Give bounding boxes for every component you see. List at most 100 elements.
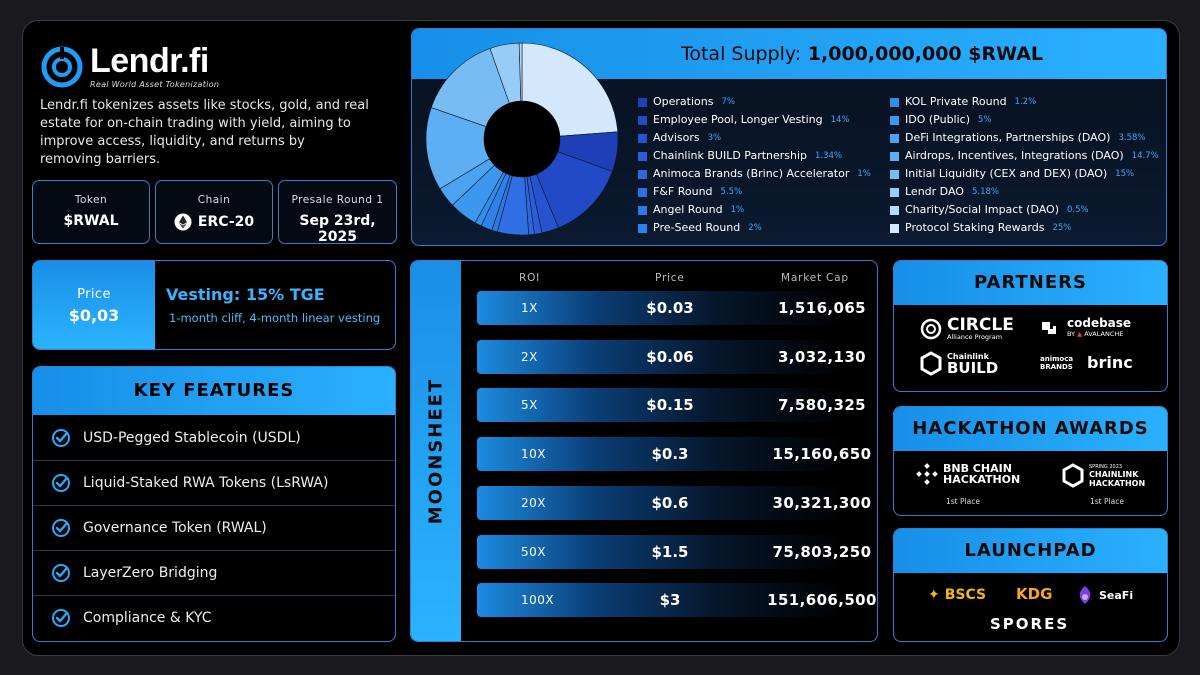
chain-label: Chain: [197, 194, 231, 206]
legend-label: Airdrops, Incentives, Integrations (DAO): [905, 149, 1124, 162]
chainlink-hackathon-logo: SPRING 2023 CHAINLINK HACKATHON: [1062, 463, 1145, 488]
codebase-by: BY: [1067, 330, 1076, 338]
legend-item: Angel Round 1%: [638, 201, 871, 219]
chainlink-hack-bottom: HACKATHON: [1089, 478, 1146, 488]
supply-label: Total Supply:: [680, 43, 802, 65]
legend-percent: 15%: [1115, 169, 1135, 179]
legend-swatch: [638, 187, 647, 197]
check-badge-icon: [52, 519, 70, 537]
chainlink-place: 1st Place: [1090, 497, 1124, 506]
roi-price: $0.03: [646, 299, 694, 317]
chainlink-build-logo: Chainlink BUILD: [920, 351, 998, 376]
legend-item: KOL Private Round 1.2%: [890, 93, 1159, 111]
roi-price: $1.5: [651, 542, 689, 561]
legend-label: Angel Round: [653, 203, 723, 216]
roi-value: 10X: [521, 447, 546, 462]
legend-item: Charity/Social Impact (DAO) 0.5%: [890, 201, 1159, 219]
supply-panel: Total Supply: 1,000,000,000 $RWAL Operat…: [411, 28, 1167, 246]
brand-description: Lendr.fi tokenizes assets like stocks, g…: [40, 98, 369, 167]
brinc-name: brinc: [1087, 353, 1133, 372]
presale-card: Presale Round 1 Sep 23rd, 2025: [278, 180, 397, 245]
presale-value: Sep 23rd, 2025: [299, 213, 376, 245]
legend-label: Charity/Social Impact (DAO): [905, 203, 1059, 216]
bnb-bottom: HACKATHON: [943, 473, 1021, 486]
legend-item: Airdrops, Incentives, Integrations (DAO)…: [890, 147, 1159, 165]
price-panel: Price $0,03 Vesting: 15% TGE 1-month cli…: [32, 260, 396, 350]
legend-swatch: [890, 97, 899, 107]
legend-label: Animoca Brands (Brinc) Accelerator: [653, 167, 850, 180]
presale-label: Presale Round 1: [291, 194, 384, 206]
chainlink-bottom: BUILD: [947, 358, 999, 377]
feature-label: Governance Token (RWAL): [83, 520, 267, 536]
bnb-hackathon-logo: BNB CHAIN HACKATHON: [916, 463, 1020, 485]
codebase-logo: codebase BY ▲ AVALANCHE: [1040, 317, 1131, 338]
legend-swatch: [890, 169, 899, 179]
pie-slice: [521, 42, 619, 137]
feature-item: Compliance & KYC: [33, 595, 395, 640]
roi-price: $0.06: [646, 347, 694, 366]
roi-value: 50X: [521, 544, 546, 559]
bscs-icon: ✦: [928, 587, 940, 603]
bscs-logo: ✦ BSCS: [928, 587, 986, 603]
legend-swatch: [638, 169, 647, 179]
brand-logo: Lendr.fi Real World Asset Tokenization: [40, 44, 219, 89]
bnb-top: BNB CHAIN: [943, 462, 1012, 475]
legend-item: DeFi Integrations, Partnerships (DAO) 3.5…: [890, 129, 1159, 147]
moonsheet-title: MOONSHEET: [425, 377, 447, 525]
market-cap-header: Market Cap: [781, 272, 849, 284]
animoca-brinc-logo: animoca BRANDS brinc: [1040, 353, 1133, 372]
vesting-detail: 1-month cliff, 4-month linear vesting: [169, 311, 381, 325]
legend-item: Pre-Seed Round 2%: [638, 219, 871, 237]
roi-market-cap: 75,803,250: [772, 542, 872, 561]
bnb-icon: [916, 463, 938, 485]
legend-percent: 14.7%: [1131, 151, 1159, 161]
legend-percent: 0.5%: [1067, 205, 1089, 215]
roi-market-cap: 1,516,065: [777, 299, 867, 317]
key-features-list: USD-Pegged Stablecoin (USDL) Liquid-Stake…: [33, 415, 395, 640]
token-label: Token: [74, 194, 108, 206]
legend-item: Lendr DAO 5.18%: [890, 183, 1159, 201]
roi-value: 5X: [521, 398, 538, 413]
pie-hole: [484, 101, 560, 177]
seafi-name: SeaFi: [1099, 588, 1134, 602]
legend-percent: 1.34%: [815, 151, 843, 161]
roi-value: 1X: [521, 301, 538, 315]
feature-item: Governance Token (RWAL): [33, 505, 395, 550]
legend-percent: 1.2%: [1014, 97, 1037, 107]
legend-label: KOL Private Round: [905, 95, 1007, 108]
brand-tagline: Real World Asset Tokenization: [90, 80, 220, 89]
moonsheet-row: 2X $0.06 3,032,130: [477, 339, 877, 374]
feature-item: Liquid-Staked RWA Tokens (LsRWA): [33, 460, 395, 505]
brand-name: Lendr.fi: [90, 42, 209, 80]
feature-item: LayerZero Bridging: [33, 550, 395, 595]
legend-item: IDO (Public) 5%: [890, 111, 1159, 129]
chainlink-icon: [920, 351, 942, 376]
legend-percent: 14%: [830, 115, 850, 125]
legend-percent: 1%: [730, 205, 745, 215]
feature-label: Liquid-Staked RWA Tokens (LsRWA): [83, 475, 329, 491]
codebase-name: codebase: [1067, 316, 1132, 330]
feature-item: USD-Pegged Stablecoin (USDL): [33, 415, 395, 460]
legend-label: Chainlink BUILD Partnership: [653, 149, 808, 162]
chainlink-top: Chainlink: [947, 351, 989, 361]
moonsheet-row: 1X $0.03 1,516,065: [477, 291, 877, 325]
launchpad-title: LAUNCHPAD: [894, 529, 1167, 573]
key-features-title: KEY FEATURES: [33, 367, 395, 415]
legend-label: Pre-Seed Round: [653, 221, 741, 234]
kdg-logo: KDG: [1016, 585, 1052, 603]
moonsheet-row: 20X $0.6 30,321,300: [477, 485, 877, 520]
price-value: $0,03: [68, 306, 120, 325]
legend-percent: 7%: [721, 97, 735, 107]
check-badge-icon: [52, 474, 70, 492]
legend-swatch: [890, 205, 899, 215]
legend-label: IDO (Public): [905, 113, 971, 126]
legend-item: Advisors 3%: [638, 129, 871, 147]
chain-card: Chain ERC-20: [155, 180, 273, 244]
roi-bar: [477, 291, 877, 325]
legend-swatch: [638, 223, 647, 233]
legend-percent: 5.5%: [720, 187, 743, 197]
ethereum-icon: [174, 213, 192, 231]
spores-logo: SPORES: [990, 615, 1070, 633]
chainlink-hack-top: CHAINLINK: [1089, 469, 1139, 479]
token-value: $RWAL: [63, 213, 119, 229]
